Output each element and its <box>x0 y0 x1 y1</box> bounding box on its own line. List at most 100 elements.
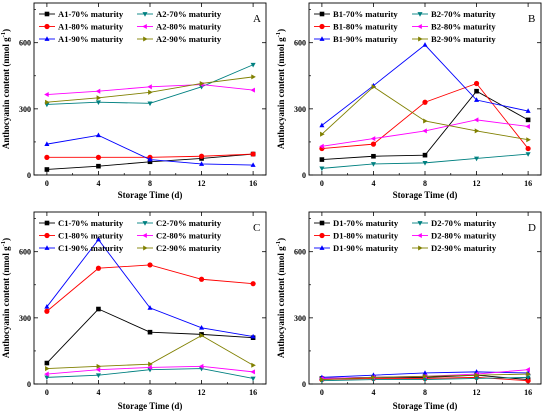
y-tick-label: 300 <box>19 105 31 114</box>
series-line <box>46 238 254 338</box>
series-line <box>321 44 529 126</box>
series-line <box>321 119 529 147</box>
series-c1-90-maturity <box>44 236 256 339</box>
panel-letter: A <box>253 13 261 25</box>
legend: C1-70% maturity C1-80% maturity C1-90% mat… <box>39 218 222 253</box>
data-point <box>95 373 101 378</box>
data-point <box>147 84 152 90</box>
legend-item: D2-70% maturity <box>412 218 497 228</box>
y-axis-title: Anthocyanin content (nmol g-1) <box>275 29 286 149</box>
data-point <box>44 167 50 172</box>
legend-marker <box>142 12 148 17</box>
data-point <box>422 152 428 158</box>
legend-item: B2-90% maturity <box>412 34 496 44</box>
legend-marker <box>319 23 325 30</box>
legend-label: A2-90% maturity <box>156 34 222 44</box>
legend-label: A2-80% maturity <box>156 22 222 32</box>
x-axis-title: Storage Time (d) <box>393 401 458 411</box>
legend-marker <box>319 220 325 226</box>
data-point <box>319 122 325 128</box>
legend-label: C1-90% maturity <box>58 243 124 253</box>
y-tick-label: 0 <box>27 380 31 389</box>
legend-item: D1-80% maturity <box>314 231 399 241</box>
data-point <box>199 161 205 166</box>
data-point <box>251 74 256 80</box>
data-point <box>198 153 205 159</box>
series-b2-80-maturity <box>319 117 530 149</box>
legend-marker <box>418 245 423 251</box>
legend-item: A2-70% maturity <box>137 9 222 19</box>
series-b2-70-maturity <box>319 152 531 172</box>
data-point <box>147 329 153 335</box>
legend-label: B2-80% maturity <box>431 22 496 32</box>
data-point <box>474 128 480 134</box>
legend-label: B1-70% maturity <box>333 9 398 19</box>
legend-label: C2-90% maturity <box>156 243 222 253</box>
data-point <box>148 361 153 367</box>
data-point <box>95 265 102 271</box>
legend-marker <box>417 12 423 17</box>
legend-item: B1-90% maturity <box>314 34 398 44</box>
data-point <box>250 162 256 167</box>
data-point <box>147 305 153 310</box>
data-point <box>422 128 427 134</box>
legend-item: A2-90% maturity <box>137 34 222 44</box>
data-point <box>422 161 428 166</box>
panel-letter: D <box>528 222 536 234</box>
data-point <box>473 117 479 123</box>
y-tick-label: 600 <box>19 39 31 48</box>
legend-label: A1-90% maturity <box>58 34 124 44</box>
series-b1-70-maturity <box>319 88 531 162</box>
legend-marker <box>143 36 148 42</box>
data-point <box>44 308 50 314</box>
data-point <box>525 378 531 384</box>
data-point <box>525 145 531 152</box>
data-point <box>474 376 480 382</box>
series-b1-80-maturity <box>319 80 531 152</box>
legend-item: C2-80% maturity <box>137 231 222 241</box>
legend-label: D2-80% maturity <box>431 231 497 241</box>
y-tick-label: 600 <box>294 248 306 257</box>
data-point <box>320 377 325 383</box>
data-point <box>250 62 256 68</box>
data-point <box>199 325 205 330</box>
chart-panel-c: 0 4 8 12 16 0 300 600 Storage Time (d) Anthocyani… <box>0 211 267 411</box>
legend-marker <box>417 232 422 239</box>
x-tick-label: 16 <box>524 179 532 188</box>
legend-item: A1-90% maturity <box>39 34 124 44</box>
data-point <box>250 151 256 157</box>
legend-item: C1-70% maturity <box>39 218 124 228</box>
x-tick-label: 4 <box>371 388 375 397</box>
data-point <box>45 99 50 105</box>
series-line <box>46 308 254 364</box>
data-point <box>96 163 101 169</box>
legend-label: B2-70% maturity <box>431 9 496 19</box>
data-point <box>44 91 49 98</box>
y-axis-title: Anthocyanin content (nmol g-1) <box>0 238 11 358</box>
data-point <box>525 123 530 130</box>
x-tick-label: 16 <box>524 388 532 397</box>
legend-label: C2-80% maturity <box>156 231 222 241</box>
data-point <box>148 89 153 95</box>
legend-item: C2-70% maturity <box>137 218 222 228</box>
legend-label: D2-70% maturity <box>431 218 497 228</box>
legend-marker <box>319 245 325 250</box>
data-point <box>251 362 256 368</box>
x-tick-label: 16 <box>249 388 257 397</box>
data-point <box>319 143 324 149</box>
legend-marker <box>44 11 50 17</box>
data-point <box>423 118 428 124</box>
x-tick-label: 4 <box>96 179 100 188</box>
legend-item: D2-80% maturity <box>412 231 497 241</box>
y-tick-label: 300 <box>19 314 31 323</box>
data-point <box>370 141 377 147</box>
y-tick-label: 300 <box>294 105 306 114</box>
y-axis-title: Anthocyanin content (nmol g-1) <box>0 29 11 149</box>
panel-letter: B <box>528 13 535 25</box>
y-tick-label: 600 <box>19 248 31 257</box>
series-c2-90-maturity <box>45 332 256 372</box>
data-point <box>44 360 50 366</box>
legend-marker <box>44 220 50 226</box>
y-axis-title: Anthocyanin content (nmol g-1) <box>275 238 286 358</box>
